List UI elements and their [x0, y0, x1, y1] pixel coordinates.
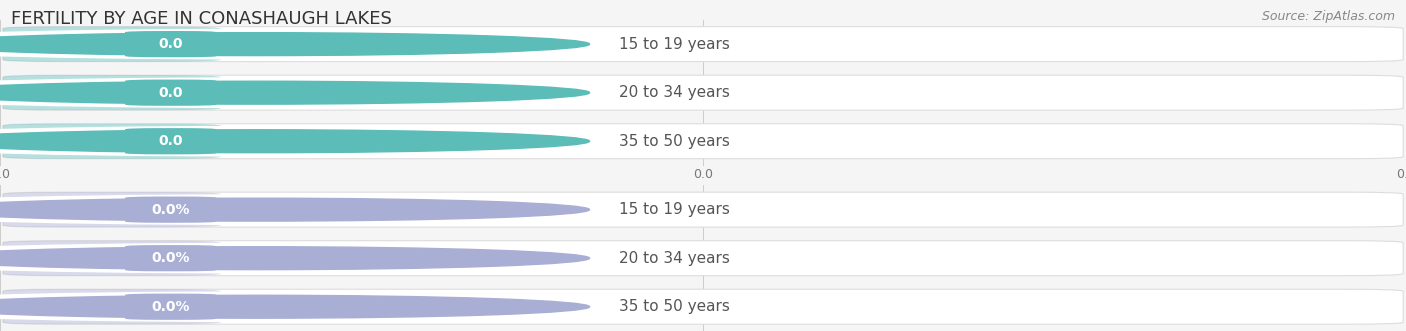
- FancyBboxPatch shape: [125, 128, 217, 154]
- FancyBboxPatch shape: [3, 289, 221, 324]
- Circle shape: [0, 81, 589, 104]
- Circle shape: [0, 126, 683, 156]
- Text: 0.0: 0.0: [159, 134, 183, 148]
- Text: 0.0%: 0.0%: [152, 251, 190, 265]
- FancyBboxPatch shape: [125, 294, 217, 320]
- Text: 35 to 50 years: 35 to 50 years: [619, 299, 730, 314]
- Circle shape: [0, 29, 683, 59]
- FancyBboxPatch shape: [125, 245, 217, 271]
- Circle shape: [0, 292, 683, 321]
- FancyBboxPatch shape: [3, 192, 221, 227]
- FancyBboxPatch shape: [125, 79, 217, 106]
- Circle shape: [0, 33, 589, 56]
- FancyBboxPatch shape: [3, 241, 221, 276]
- Text: 0.0%: 0.0%: [152, 203, 190, 216]
- Text: 35 to 50 years: 35 to 50 years: [619, 134, 730, 149]
- FancyBboxPatch shape: [3, 27, 1403, 62]
- Text: 15 to 19 years: 15 to 19 years: [619, 202, 730, 217]
- Circle shape: [0, 195, 683, 224]
- FancyBboxPatch shape: [3, 75, 1403, 110]
- FancyBboxPatch shape: [3, 124, 1403, 159]
- Circle shape: [0, 295, 589, 318]
- FancyBboxPatch shape: [3, 124, 221, 159]
- Text: 0.0: 0.0: [159, 37, 183, 51]
- FancyBboxPatch shape: [3, 192, 1403, 227]
- Text: FERTILITY BY AGE IN CONASHAUGH LAKES: FERTILITY BY AGE IN CONASHAUGH LAKES: [11, 10, 392, 28]
- Text: 20 to 34 years: 20 to 34 years: [619, 85, 730, 100]
- Circle shape: [0, 247, 589, 270]
- FancyBboxPatch shape: [3, 241, 1403, 276]
- Circle shape: [0, 130, 589, 153]
- FancyBboxPatch shape: [125, 31, 217, 57]
- Text: Source: ZipAtlas.com: Source: ZipAtlas.com: [1261, 10, 1395, 23]
- FancyBboxPatch shape: [3, 75, 221, 110]
- FancyBboxPatch shape: [3, 27, 221, 62]
- Circle shape: [0, 244, 683, 273]
- FancyBboxPatch shape: [125, 197, 217, 223]
- Circle shape: [0, 198, 589, 221]
- Text: 0.0%: 0.0%: [152, 300, 190, 314]
- Circle shape: [0, 78, 683, 107]
- Text: 0.0: 0.0: [159, 86, 183, 100]
- FancyBboxPatch shape: [3, 289, 1403, 324]
- Text: 15 to 19 years: 15 to 19 years: [619, 37, 730, 52]
- Text: 20 to 34 years: 20 to 34 years: [619, 251, 730, 266]
